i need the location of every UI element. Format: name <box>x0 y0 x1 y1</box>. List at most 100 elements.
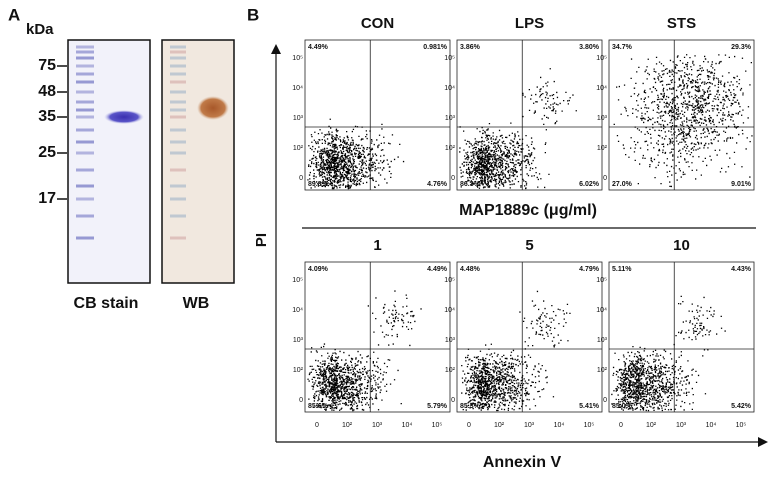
ladder-band <box>170 64 186 68</box>
y-tick-label: 10² <box>597 145 608 152</box>
quadrant-value: 4.49% <box>427 266 448 273</box>
ladder-band <box>170 100 186 104</box>
ladder-band <box>170 128 186 132</box>
ladder-band <box>170 90 186 94</box>
ladder-band <box>76 100 94 104</box>
ladder-band <box>170 214 186 218</box>
quadrant-value: 0.981% <box>423 44 448 51</box>
y-tick-label: 10² <box>445 145 456 152</box>
y-tick-label: 10⁴ <box>596 85 607 92</box>
y-tick-label: 10⁴ <box>444 85 455 92</box>
plots: CON 4.49% 0.981% 89.8% 4.76% 10⁵ 10⁴ 10³ 10² 0 LPS… <box>292 15 755 429</box>
y-tick-label: 10⁵ <box>596 55 607 62</box>
unit-label: kDa <box>26 21 54 38</box>
gel-wb <box>161 39 235 284</box>
x-tick-label: 10² <box>342 422 353 429</box>
quadrant-value: 27.0% <box>612 181 633 188</box>
y-tick-label: 10⁴ <box>292 85 303 92</box>
dot-cloud <box>613 54 753 188</box>
y-tick-label: 10³ <box>445 115 456 122</box>
ladder-band <box>76 197 94 201</box>
x-tick-label: 10² <box>494 422 505 429</box>
x-tick-label: 10⁴ <box>554 422 565 429</box>
plot-frame <box>304 261 451 413</box>
marker-label: 35 <box>38 108 56 125</box>
quadrant-value: 29.3% <box>731 44 752 51</box>
y-tick-label: 10³ <box>597 115 608 122</box>
y-tick-label: 10⁵ <box>292 55 303 62</box>
quadrant-value: 5.41% <box>579 403 600 410</box>
gel-cb <box>67 39 151 284</box>
ladder-band <box>76 90 94 94</box>
protein-band <box>104 110 144 124</box>
x-tick-label: 0 <box>619 422 623 429</box>
y-tick-label: 10³ <box>445 337 456 344</box>
x-tick-label: 10⁵ <box>584 422 595 429</box>
quadrant-value: 89.8% <box>308 181 329 188</box>
quadrant-value: 4.79% <box>579 266 600 273</box>
x-axis-label: Annexin V <box>483 454 562 471</box>
quadrant-value: 85.6% <box>308 403 329 410</box>
quadrant-value: 3.86% <box>460 44 481 51</box>
y-tick-label: 10⁵ <box>292 277 303 284</box>
y-tick-label: 10⁴ <box>596 307 607 314</box>
ladder-band <box>76 56 94 60</box>
y-tick-label: 10³ <box>597 337 608 344</box>
y-axis-label: PI <box>253 233 270 247</box>
marker-label: 25 <box>38 144 56 161</box>
panel-label: B <box>247 5 259 24</box>
ladder-band <box>170 108 186 112</box>
y-tick-label: 0 <box>451 175 455 182</box>
ladder-band <box>76 50 94 54</box>
quadrant-value: 5.79% <box>427 403 448 410</box>
quadrant-value: 4.43% <box>731 266 752 273</box>
y-tick-label: 10² <box>597 367 608 374</box>
plot-title: CON <box>361 15 394 32</box>
ladder-band <box>170 140 186 144</box>
plot-title: LPS <box>515 15 544 32</box>
y-tick-label: 10⁴ <box>292 307 303 314</box>
ladders <box>76 45 186 240</box>
ladder-band <box>170 197 186 201</box>
quadrant-value: 5.11% <box>612 266 632 273</box>
marker-label: 48 <box>38 83 56 100</box>
dot-cloud <box>307 118 405 190</box>
x-tick-label: 10⁴ <box>706 422 717 429</box>
group-label: MAP1889c (μg/ml) <box>459 202 597 219</box>
lane-label: CB stain <box>74 295 139 312</box>
ladder-band <box>76 64 94 68</box>
ladder-band <box>170 80 186 84</box>
plot-title: 1 <box>373 237 381 254</box>
quadrant-value: 4.76% <box>427 181 448 188</box>
ladder-band <box>170 184 186 188</box>
quadrant-value: 85.3% <box>460 403 481 410</box>
ladder-band <box>170 236 186 240</box>
ladder-band <box>76 151 94 155</box>
y-tick-label: 0 <box>299 397 303 404</box>
lane-label: WB <box>183 295 210 312</box>
y-tick-label: 10⁵ <box>444 277 455 284</box>
y-tick-label: 10⁵ <box>444 55 455 62</box>
x-tick-label: 10³ <box>676 422 687 429</box>
quadrant-value: 4.09% <box>308 266 329 273</box>
markers: 75 48 35 25 17 <box>38 57 67 207</box>
ladder-band <box>76 214 94 218</box>
y-tick-label: 0 <box>451 397 455 404</box>
x-tick-label: 10⁵ <box>432 422 443 429</box>
dot-cloud <box>307 290 422 412</box>
y-tick-label: 10² <box>445 367 456 374</box>
x-tick-label: 0 <box>315 422 319 429</box>
plot-title: STS <box>667 15 696 32</box>
plot-title: 5 <box>525 237 533 254</box>
ladder-band <box>76 45 94 49</box>
quadrant-value: 34.7% <box>612 44 633 51</box>
ladder-band <box>170 56 186 60</box>
ladder-band <box>76 115 94 119</box>
x-tick-label: 10³ <box>372 422 383 429</box>
ladder-band <box>170 151 186 155</box>
ladder-band <box>170 45 186 49</box>
protein-band <box>197 96 229 120</box>
panel-label: A <box>8 5 20 24</box>
y-tick-label: 10² <box>293 145 304 152</box>
